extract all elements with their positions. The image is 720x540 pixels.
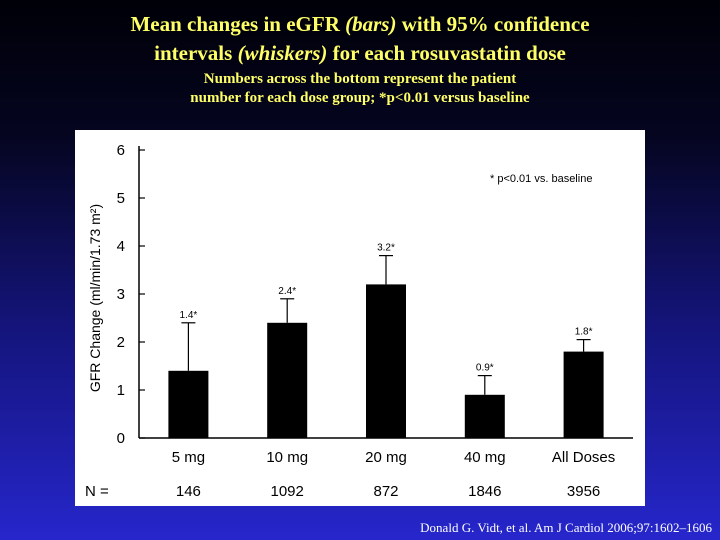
chart-panel: 0 1 2 3 4 5 6 GFR Change (ml/min/1.73 m²) * p<0…: [75, 130, 645, 506]
data-label: 2.4*: [278, 286, 296, 297]
annotation-text: * p<0.01 vs. baseline: [490, 173, 592, 185]
title-line-1: Mean changes in eGFR (bars) with 95% con…: [130, 12, 590, 36]
bars: [168, 254, 604, 438]
x-tick-label: 20 mg: [365, 449, 407, 466]
y-tick-label: 1: [117, 382, 125, 399]
axes: 0 1 2 3 4 5 6 GFR Change (ml/min/1.73 m²): [87, 142, 633, 447]
n-label: N =: [85, 483, 109, 500]
subtitle-line-1: Numbers across the bottom represent the …: [203, 71, 517, 87]
slide-subtitle: Numbers across the bottom represent the …: [0, 70, 720, 108]
bar: [366, 284, 406, 438]
x-tick-label: All Doses: [552, 449, 615, 466]
bar: [267, 322, 308, 438]
x-tick-label: 40 mg: [464, 449, 506, 466]
patient-number: 1092: [271, 483, 304, 500]
bar: [563, 351, 604, 438]
bar: [168, 370, 209, 438]
x-tick-label: 5 mg: [172, 449, 205, 466]
citation: Donald G. Vidt, et al. Am J Cardiol 2006…: [420, 520, 712, 535]
patient-number: 872: [373, 483, 398, 500]
y-tick-label: 5: [117, 190, 125, 207]
title-line-2: intervals (whiskers) for each rosuvastat…: [154, 41, 566, 65]
data-label: 0.9*: [476, 363, 494, 374]
slide-title: Mean changes in eGFR (bars) with 95% con…: [0, 10, 720, 68]
bar-chart: 0 1 2 3 4 5 6 GFR Change (ml/min/1.73 m²) * p<0…: [85, 142, 633, 500]
y-tick-label: 6: [117, 142, 125, 159]
bar: [464, 394, 505, 438]
data-label: 1.4*: [180, 310, 198, 321]
patient-number: 146: [176, 483, 201, 500]
data-label: 1.8*: [575, 327, 593, 338]
y-tick-label: 3: [117, 286, 125, 303]
y-tick-label: 4: [117, 238, 125, 255]
subtitle-line-2: number for each dose group; *p<0.01 vers…: [190, 90, 530, 106]
data-label: 3.2*: [377, 243, 395, 254]
labels: * p<0.01 vs. baseline 1.4* 5 mg 146 2.4* 10 m…: [85, 173, 615, 500]
y-tick-label: 0: [117, 430, 125, 447]
patient-number: 3956: [567, 483, 600, 500]
patient-number: 1846: [468, 483, 501, 500]
x-tick-label: 10 mg: [266, 449, 308, 466]
y-tick-label: 2: [117, 334, 125, 351]
y-axis-title: GFR Change (ml/min/1.73 m²): [87, 204, 103, 392]
